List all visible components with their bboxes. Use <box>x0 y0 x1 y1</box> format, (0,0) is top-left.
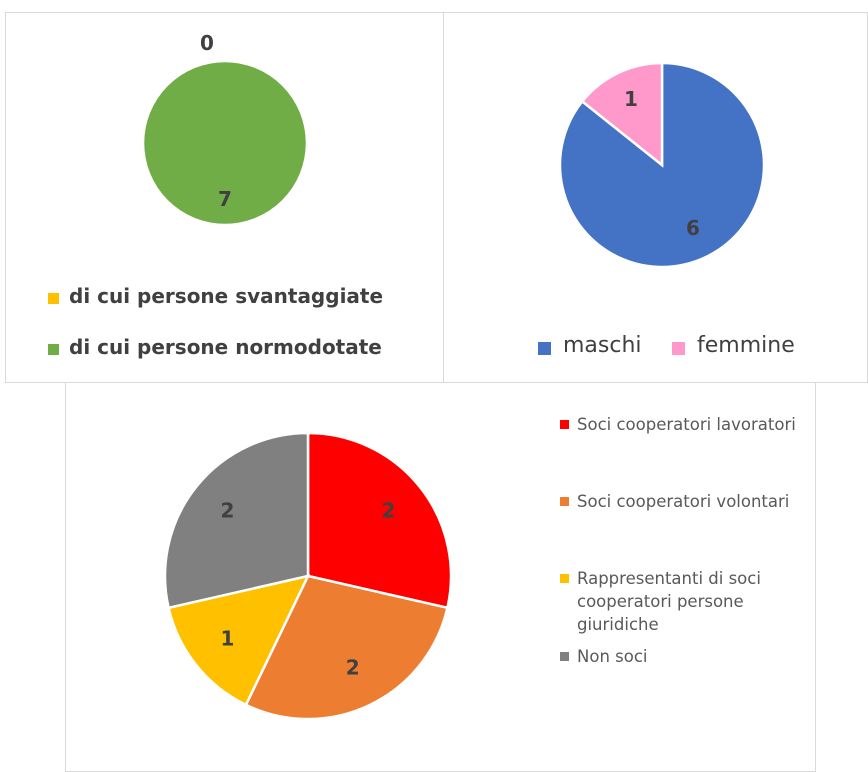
data-label: 1 <box>624 87 638 111</box>
legend-swatch <box>48 293 59 304</box>
legend-item: di cui persone svantaggiate <box>48 284 383 308</box>
pie-slice <box>167 574 311 707</box>
legend-item: Rappresentanti di soci cooperatori perso… <box>560 567 800 636</box>
legend-swatch <box>560 652 569 661</box>
pie-slice <box>580 61 664 168</box>
data-label: 2 <box>221 498 235 522</box>
data-label: 1 <box>221 627 235 651</box>
data-label: 2 <box>382 498 396 522</box>
legend-label: Non soci <box>577 647 648 666</box>
data-label: 0 <box>200 31 214 55</box>
legend-label: di cui persone svantaggiate <box>69 284 384 308</box>
legend-item: Soci cooperatori volontari <box>560 490 800 513</box>
legend-swatch <box>560 497 569 506</box>
legend-label: Soci cooperatori lavoratori <box>577 415 796 434</box>
legend-item: maschi <box>538 333 642 358</box>
data-label: 2 <box>346 655 360 679</box>
legend-swatch <box>560 574 569 583</box>
legend-item: di cui persone normodotate <box>48 335 382 359</box>
legend-swatch <box>672 342 685 355</box>
pie-slice <box>244 574 449 721</box>
legend-label: Soci cooperatori volontari <box>577 492 790 511</box>
pie-slice <box>558 61 766 269</box>
legend-label: maschi <box>563 333 642 358</box>
pie-slice <box>306 431 453 610</box>
legend-item: femmine <box>672 333 795 358</box>
legend-swatch <box>48 344 59 355</box>
legend-swatch <box>560 420 569 429</box>
data-label: 7 <box>218 187 232 211</box>
legend-item: Soci cooperatori lavoratori <box>560 413 800 436</box>
legend-swatch <box>538 342 551 355</box>
data-label: 6 <box>686 216 700 240</box>
pie-slice <box>163 431 310 610</box>
legend-label: Rappresentanti di soci cooperatori perso… <box>577 569 761 634</box>
legend-item: Non soci <box>560 645 800 668</box>
legend-label: di cui persone normodotate <box>69 335 382 359</box>
pie-slice <box>141 59 309 227</box>
legend-label: femmine <box>697 333 795 358</box>
